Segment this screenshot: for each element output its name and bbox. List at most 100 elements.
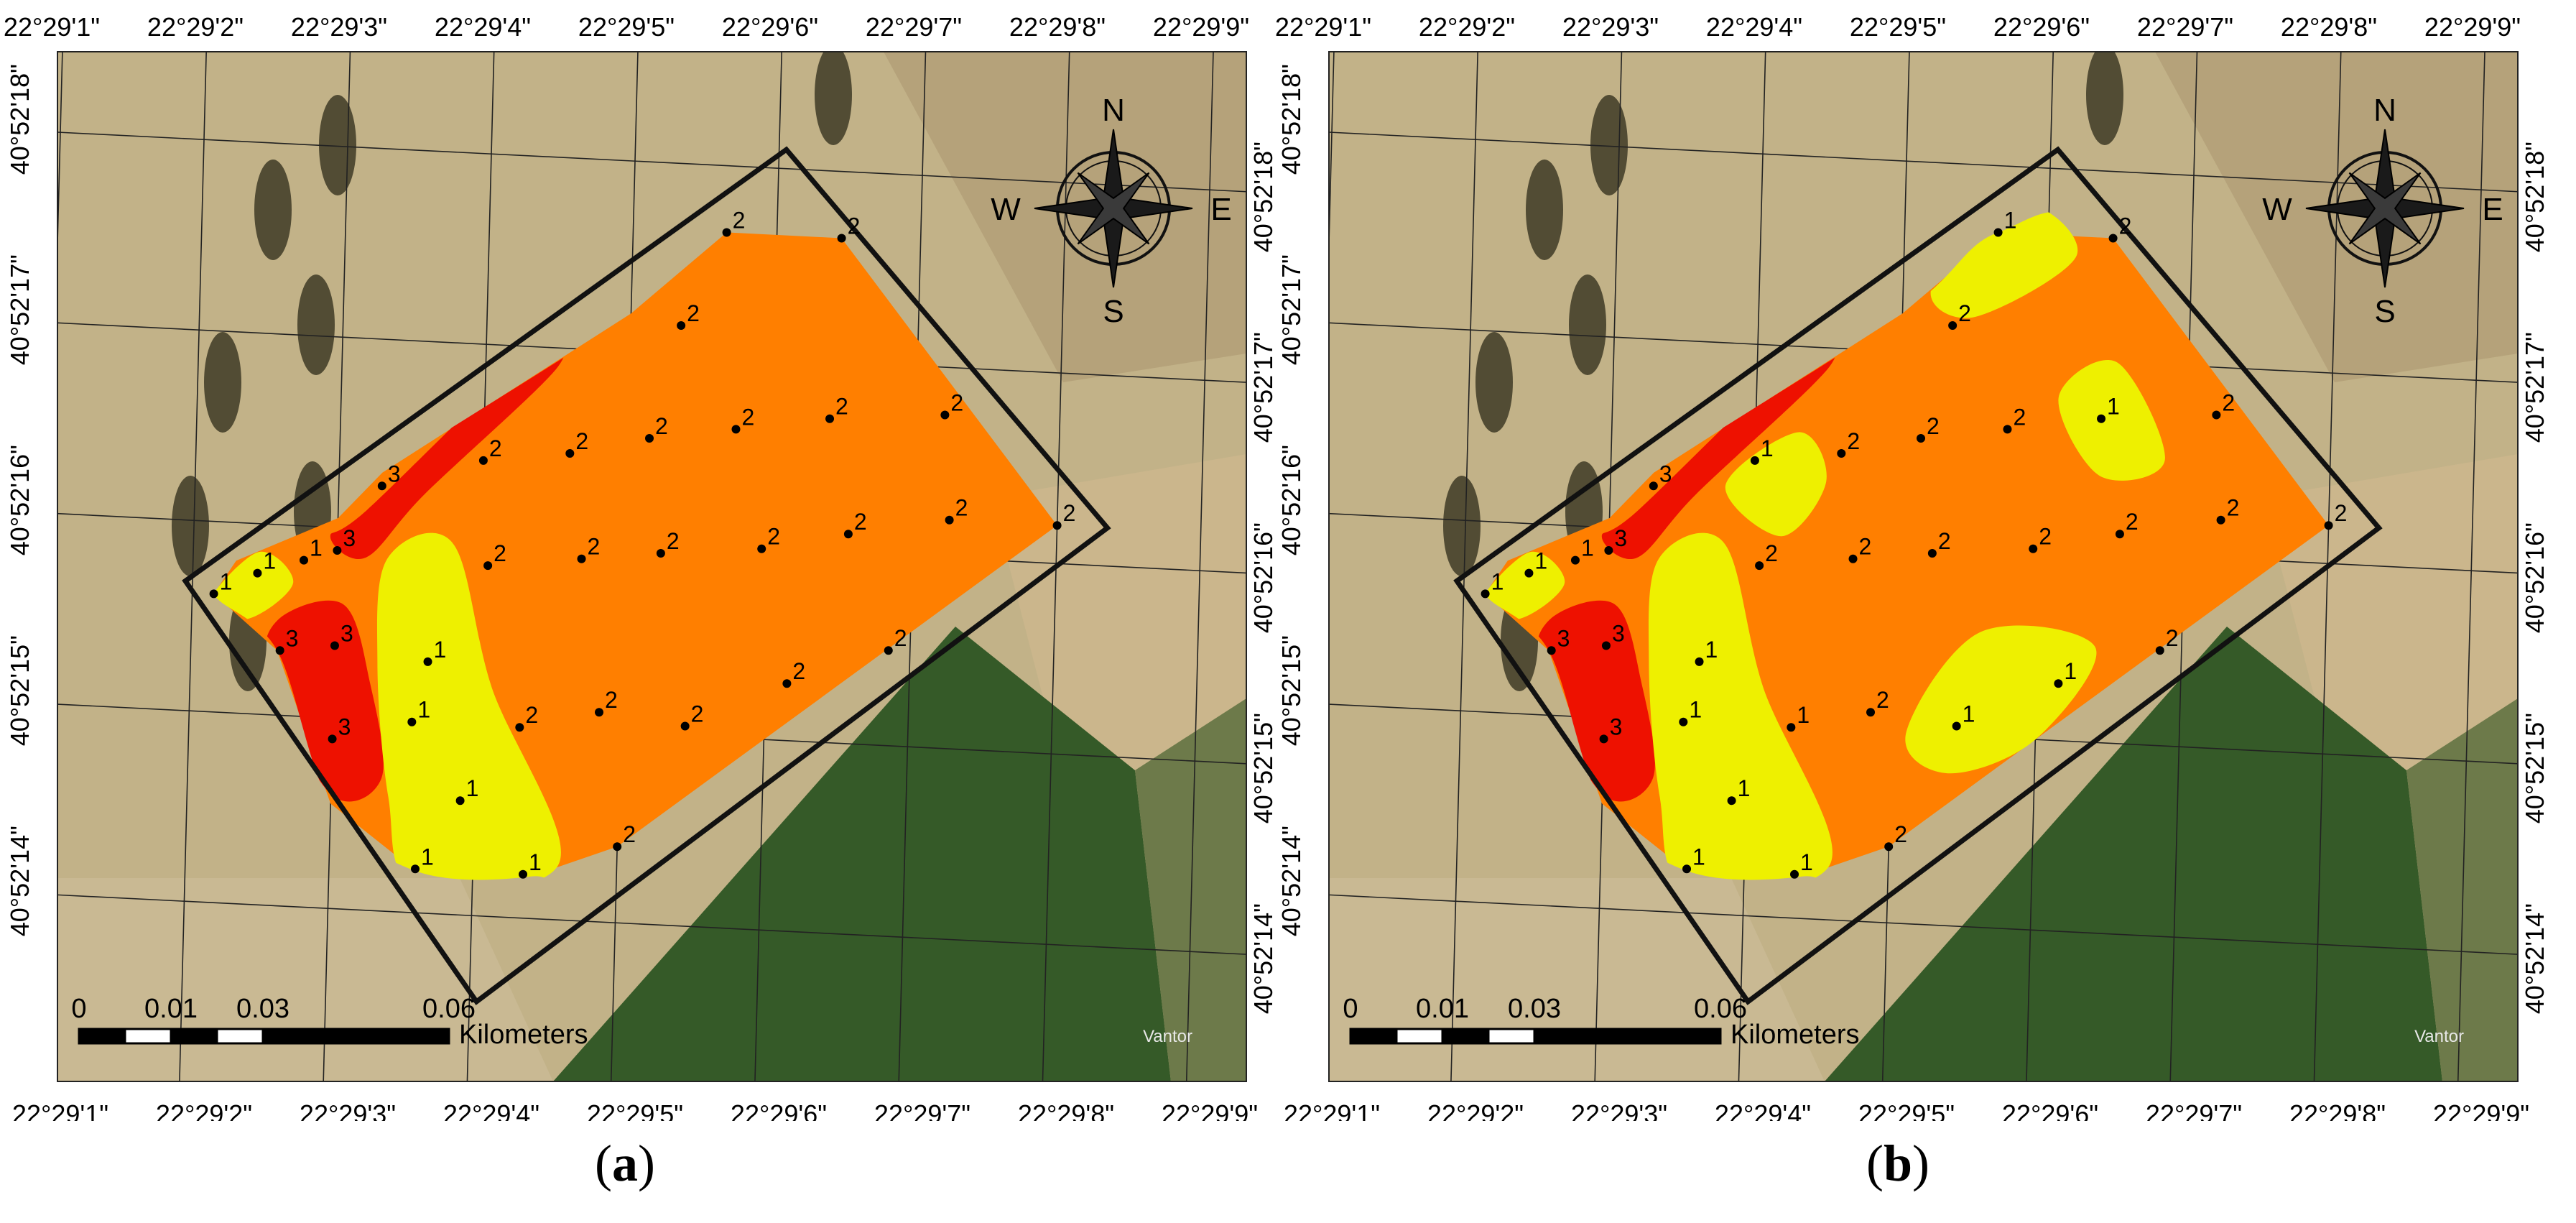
zone-class-3 (1536, 600, 1655, 802)
sample-point-label: 1 (1800, 849, 1813, 875)
sample-point-marker (645, 433, 654, 443)
imagery-green-crop (1825, 627, 2442, 1081)
compass-north-label: N (1102, 93, 1125, 128)
sample-point-label: 3 (338, 714, 351, 739)
compass-rose: N S E W (991, 93, 1231, 329)
sample-point-marker (1884, 842, 1894, 852)
study-area-boundary (1453, 146, 2383, 1005)
sample-point: 2 (945, 495, 968, 525)
sample-point-marker (1682, 864, 1692, 874)
sample-point: 1 (1790, 849, 1813, 879)
scale-bar-tick-label: 0 (71, 994, 86, 1024)
sample-point: 2 (1927, 528, 1951, 558)
meridian-line (1329, 52, 1335, 265)
sample-point: 1 (1679, 697, 1702, 726)
sample-point-marker (1601, 641, 1611, 650)
sample-point-label: 2 (575, 428, 588, 454)
longitude-label-bottom: 22°29'8" (2289, 1099, 2386, 1121)
sample-point: 3 (1649, 461, 1672, 491)
tree-cluster (204, 332, 241, 433)
longitude-label-bottom: 22°29'6" (2002, 1099, 2098, 1121)
scale-bar-units: Kilometers (1731, 1020, 1860, 1050)
caption-letter-b: b (1883, 1135, 1913, 1192)
sample-point-marker (209, 589, 218, 599)
longitude-label-top: 22°29'2" (1419, 12, 1515, 42)
sample-point-marker (1787, 723, 1796, 732)
sample-point: 3 (333, 525, 356, 555)
compass-north-label: N (2373, 93, 2396, 128)
sample-point-marker (1755, 561, 1764, 571)
longitude-labels: 22°29'1" 22°29'1" 22°29'2" 22°29'2" 22°29'3"… (1275, 12, 2529, 1121)
sample-point-label: 2 (655, 413, 668, 439)
sample-point: 1 (407, 697, 430, 726)
sample-point: 1 (2097, 394, 2120, 423)
longitude-label-bottom: 22°29'2" (1427, 1099, 1524, 1121)
compass-west-label: W (2262, 192, 2292, 227)
longitude-label-bottom: 22°29'8" (1018, 1099, 1114, 1121)
longitude-label-top: 22°29'2" (147, 12, 244, 42)
sample-point-label: 2 (2013, 404, 2026, 430)
sample-point-marker (1649, 481, 1658, 491)
sample-point-marker (1866, 708, 1876, 717)
sample-point-marker (1547, 646, 1556, 655)
sample-point-marker (2155, 646, 2164, 655)
zone-overlays (1483, 211, 2165, 882)
sample-point-label: 1 (1581, 535, 1594, 561)
sample-point-label: 2 (767, 524, 780, 550)
meridian-line (1185, 52, 1214, 1081)
sample-point-marker (2097, 414, 2106, 423)
sample-point-marker (483, 561, 493, 571)
sample-point-label: 1 (310, 535, 323, 561)
longitude-label-bottom: 22°29'9" (1162, 1099, 1258, 1121)
sample-point-marker (2324, 521, 2333, 530)
scale-bar-segment (1395, 1028, 1444, 1045)
longitude-label-top: 22°29'3" (291, 12, 387, 42)
sample-point-label: 2 (2039, 524, 2052, 550)
tree-cluster (1569, 274, 1606, 375)
sample-point-label: 3 (340, 621, 353, 647)
sample-point: 3 (1601, 621, 1625, 650)
sample-point: 3 (1599, 714, 1622, 744)
sample-point: 1 (519, 849, 542, 879)
longitude-label-top: 22°29'4" (435, 12, 531, 42)
imagery-credit: Vantor (1143, 1027, 1192, 1046)
sample-point: 2 (837, 213, 860, 243)
sample-point-label: 3 (1612, 621, 1625, 647)
latitude-label-left: 40°52'18" (5, 64, 34, 175)
sample-point: 1 (1993, 207, 2016, 237)
sample-point: 2 (656, 528, 680, 558)
scale-bar-segment (1441, 1028, 1490, 1045)
sample-point-marker (825, 414, 835, 423)
sample-point-label: 1 (263, 548, 276, 574)
sample-point-label: 3 (1659, 461, 1672, 486)
sample-point-marker (1604, 546, 1613, 555)
sample-point: 2 (2324, 500, 2347, 530)
sample-point-label: 2 (1876, 687, 1889, 713)
sample-point-marker (478, 456, 488, 465)
tree-cluster (1526, 160, 1563, 260)
sample-point-label: 2 (588, 534, 601, 560)
scale-bar-segment (216, 1028, 264, 1045)
panel-caption-b: (b) (1790, 1134, 2006, 1194)
longitude-label-top: 22°29'4" (1706, 12, 1802, 42)
sample-point-label: 2 (691, 701, 704, 726)
sample-point-label: 1 (434, 637, 447, 663)
sample-point-marker (577, 554, 586, 563)
sample-point-marker (1052, 521, 1062, 530)
scale-bar-segment (78, 1028, 126, 1045)
longitude-label-top: 22°29'8" (2281, 12, 2377, 42)
sample-point-marker (455, 796, 465, 806)
sample-point: 2 (825, 394, 848, 423)
sample-point: 3 (275, 625, 298, 655)
sample-point: 2 (1052, 500, 1075, 530)
sample-point-marker (940, 410, 950, 420)
sample-point-marker (2115, 530, 2124, 539)
tree-cluster (297, 274, 335, 375)
longitude-label-bottom: 22°29'7" (2146, 1099, 2242, 1121)
caption-close-paren: ) (638, 1135, 655, 1192)
latitude-label-right: 40°52'17" (2520, 332, 2549, 443)
sample-point: 2 (782, 658, 805, 688)
